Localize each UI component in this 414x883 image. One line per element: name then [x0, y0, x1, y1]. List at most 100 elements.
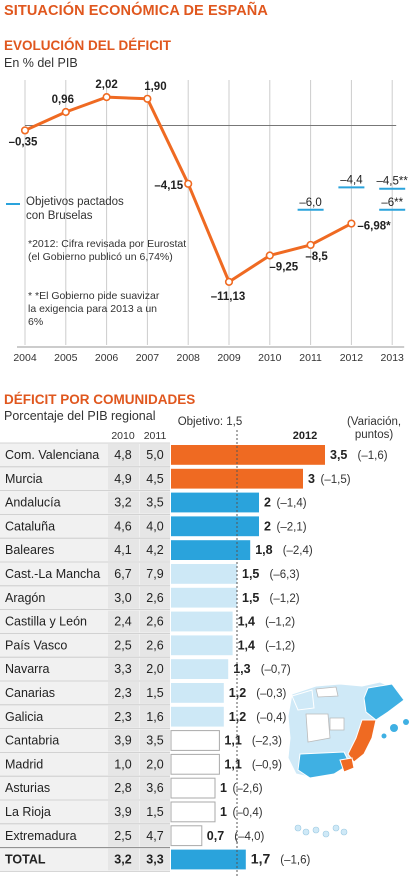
- value-2011: 4,0: [146, 519, 163, 533]
- bar-value-2012: 1,7: [251, 851, 271, 867]
- cell-2011-bg: [140, 824, 170, 847]
- value-2011: 1,5: [146, 686, 163, 700]
- deficit-label-2011: –8,5: [305, 251, 328, 263]
- bar-value-2012: 1: [220, 781, 227, 795]
- row-name: Andalucía: [5, 496, 61, 510]
- x-tick-2005: 2005: [54, 352, 78, 364]
- map-canarias-island-4: [322, 830, 330, 838]
- map-region-baleares-1: [390, 724, 398, 732]
- bar-2012: [171, 564, 237, 584]
- bar-2012: [171, 849, 246, 870]
- map-canarias-island-6: [340, 828, 348, 836]
- bar-2012: [170, 825, 203, 847]
- bar-value-2012: 1: [220, 805, 227, 819]
- bar-value-2012: 1,4: [238, 638, 255, 652]
- cell-2010-bg: [108, 777, 139, 799]
- target-label-2013: –4,5**: [377, 176, 409, 188]
- map-region-baleares-2: [403, 719, 409, 725]
- row-name: Extremadura: [5, 829, 77, 843]
- bar-2012: [170, 730, 220, 751]
- value-2010: 2,5: [114, 638, 131, 652]
- row-name: Aragón: [5, 591, 45, 605]
- cell-2011-bg: [140, 729, 170, 752]
- map-region-valencia: [347, 719, 377, 763]
- value-2010: 2,8: [114, 781, 131, 795]
- cell-2011-bg: [140, 563, 170, 585]
- deficit-point-2007: [143, 94, 152, 103]
- deficit-label-2008: –4,15: [154, 180, 183, 192]
- map-region-madrid: [329, 717, 345, 731]
- regions-chart-title: DÉFICIT POR COMUNIDADES: [4, 392, 196, 407]
- value-2010: 2,4: [114, 615, 131, 629]
- regions-chart-subtitle: Porcentaje del PIB regional: [4, 409, 156, 423]
- bar-value-2012: 1,3: [233, 662, 250, 676]
- x-tick-2004: 2004: [13, 352, 37, 364]
- row-name: Cantabria: [5, 734, 59, 748]
- bar-value-2012: 1,8: [255, 543, 272, 557]
- x-tick-2009: 2009: [217, 352, 241, 364]
- cell-2011-bg: [140, 634, 170, 657]
- variation-value: (–2,6): [233, 783, 263, 795]
- variation-value: (–1,6): [280, 855, 310, 867]
- cell-2011-bg: [140, 539, 170, 561]
- bar-value-2012: 0,7: [207, 829, 224, 843]
- cell-2010-bg: [108, 753, 139, 776]
- row-name: Com. Valenciana: [5, 448, 99, 462]
- value-2010: 3,9: [114, 734, 131, 748]
- map-region-asturias-cantabria: [315, 686, 339, 698]
- cell-2011-bg: [140, 491, 170, 514]
- variation-value: (–1,2): [270, 593, 300, 605]
- deficit-chart-unit: En % del PIB: [4, 56, 78, 70]
- bar-2012: [170, 753, 220, 775]
- deficit-label-2007: 1,90: [144, 81, 166, 93]
- value-2011: 4,7: [146, 829, 163, 843]
- value-2011: 3,3: [146, 853, 163, 867]
- map-region-extremadura: [305, 713, 331, 743]
- value-2010: 3,2: [114, 496, 131, 510]
- value-2011: 2,0: [146, 757, 163, 771]
- cell-2011-bg: [140, 610, 170, 633]
- bar-2012: [171, 706, 224, 727]
- cell-2011-bg: [140, 467, 170, 490]
- row-name: Asturias: [5, 781, 50, 795]
- target-label-2013-b: –6**: [381, 197, 403, 209]
- col-header-2012: 2012: [293, 430, 317, 442]
- row-name: Canarias: [5, 686, 55, 700]
- value-2011: 3,6: [146, 781, 163, 795]
- row-name: Navarra: [5, 662, 50, 676]
- page-title: SITUACIÓN ECONÓMICA DE ESPAÑA: [4, 3, 268, 19]
- value-2010: 2,3: [114, 686, 131, 700]
- cell-2011-bg: [140, 515, 170, 538]
- cell-2010-bg: [108, 729, 139, 752]
- bar-value-2012: 3: [308, 472, 315, 486]
- row-name: Castilla y León: [5, 615, 87, 629]
- variation-value: (–1,5): [321, 474, 351, 486]
- value-2011: 7,9: [146, 567, 163, 581]
- bar-2012: [171, 492, 259, 513]
- value-2011: 3,5: [146, 734, 163, 748]
- bar-value-2012: 3,5: [330, 448, 347, 462]
- spain-map: [287, 681, 409, 838]
- deficit-point-2011: [306, 240, 315, 250]
- cell-2011-bg: [140, 586, 170, 609]
- cell-2010-bg: [108, 705, 139, 728]
- deficit-chart-title: EVOLUCIÓN DEL DÉFICIT: [4, 38, 172, 53]
- x-tick-2012: 2012: [340, 352, 364, 364]
- variation-value: (–1,2): [265, 640, 295, 652]
- x-tick-2013: 2013: [381, 352, 405, 364]
- cell-2011-bg: [140, 801, 170, 823]
- value-2011: 2,6: [146, 615, 163, 629]
- value-2010: 3,0: [114, 591, 131, 605]
- deficit-point-2009: [224, 277, 234, 286]
- bar-value-2012: 1,5: [242, 591, 259, 605]
- variation-value: (–2,1): [277, 521, 307, 533]
- bar-2012: [171, 659, 229, 679]
- bar-value-2012: 2: [264, 519, 271, 533]
- row-name: Baleares: [5, 543, 54, 557]
- cell-2010-bg: [108, 563, 139, 585]
- bar-2012: [171, 587, 237, 608]
- note-2012: *2012: Cifra revisada por Eurostat (el G…: [28, 238, 187, 263]
- legend-target-label: Objetivos pactados con Bruselas: [26, 196, 124, 222]
- regions-bar-chart: Objetivo: 1,5 2010 2011 2012 (Variación,punt…: [0, 416, 409, 878]
- bar-2012: [171, 516, 259, 537]
